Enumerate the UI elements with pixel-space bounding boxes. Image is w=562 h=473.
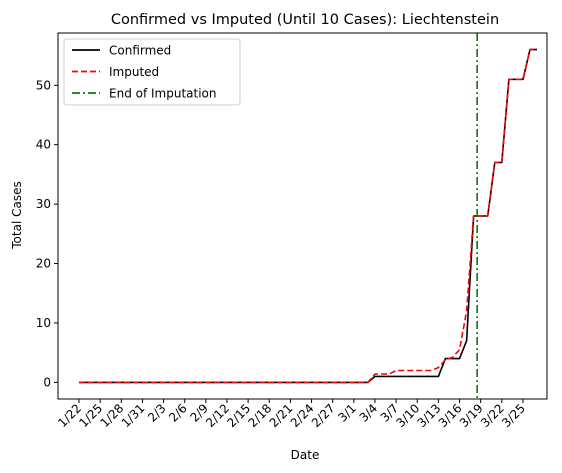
series-line-imputed xyxy=(79,48,537,384)
y-axis-label: Total Cases xyxy=(10,181,24,249)
y-tick-label: 0 xyxy=(43,375,51,389)
y-tick-label: 40 xyxy=(36,138,51,152)
chart-title: Confirmed vs Imputed (Until 10 Cases): L… xyxy=(111,12,499,28)
legend-box xyxy=(63,38,241,106)
legend: Confirmed Imputed End of Imputation xyxy=(63,38,241,106)
y-tick-label: 10 xyxy=(36,316,51,330)
x-axis-label: Date xyxy=(291,448,320,462)
axes-frame xyxy=(57,32,548,400)
legend-label: Confirmed xyxy=(109,44,171,58)
legend-label: Imputed xyxy=(109,65,159,79)
y-tick-label: 30 xyxy=(36,197,51,211)
legend-label: End of Imputation xyxy=(109,87,217,101)
y-tick-label: 50 xyxy=(36,78,51,92)
y-tick-label: 20 xyxy=(36,257,51,271)
